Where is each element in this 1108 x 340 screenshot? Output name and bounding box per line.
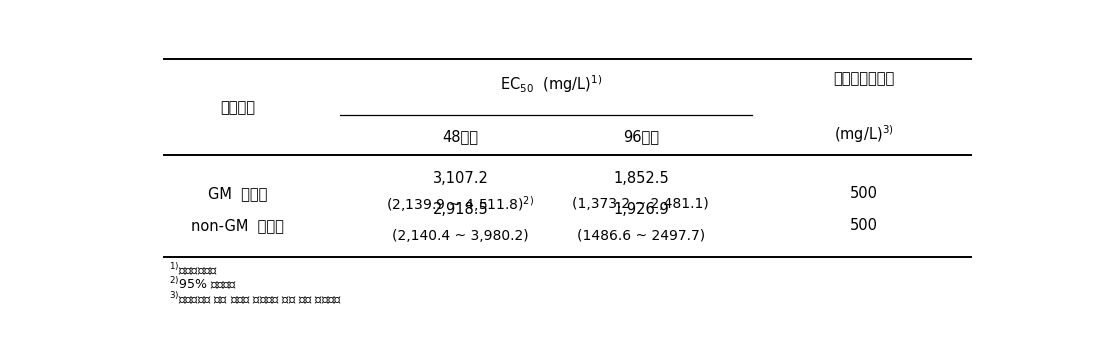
Text: non-GM  옥수수: non-GM 옥수수: [191, 218, 284, 233]
Text: 2,918.5: 2,918.5: [432, 202, 489, 217]
Text: 48시간: 48시간: [442, 129, 479, 144]
Text: 1,926.9: 1,926.9: [613, 202, 669, 217]
Text: GM  옥수수: GM 옥수수: [207, 186, 267, 202]
Text: $^{2)}$95% 신뢰한계: $^{2)}$95% 신뢰한계: [168, 276, 237, 293]
Text: 1,852.5: 1,852.5: [613, 171, 669, 186]
Text: (mg/L)$^{3)}$: (mg/L)$^{3)}$: [834, 123, 894, 144]
Text: (2,140.4 ~ 3,980.2): (2,140.4 ~ 3,980.2): [392, 229, 529, 243]
Text: $^{3)}$중독증상이 없고 치사가 발생하지 않은 최고 시험농도: $^{3)}$중독증상이 없고 치사가 발생하지 않은 최고 시험농도: [168, 291, 341, 307]
Text: $^{1)}$유효성분농도: $^{1)}$유효성분농도: [168, 262, 218, 278]
Text: (1,373.2 ~ 2,481.1): (1,373.2 ~ 2,481.1): [573, 198, 709, 211]
Text: 3,107.2: 3,107.2: [432, 171, 489, 186]
Text: 무영향관찰농도: 무영향관찰농도: [833, 71, 895, 86]
Text: 96시간: 96시간: [623, 129, 659, 144]
Text: 500: 500: [850, 218, 879, 233]
Text: (1486.6 ~ 2497.7): (1486.6 ~ 2497.7): [577, 229, 705, 243]
Text: EC$_{50}$  (mg/L)$^{1)}$: EC$_{50}$ (mg/L)$^{1)}$: [500, 73, 602, 95]
Text: 500: 500: [850, 186, 879, 202]
Text: 처리물질: 처리물질: [219, 100, 255, 115]
Text: (2,139.9 ~ 4,511.8)$^{2)}$: (2,139.9 ~ 4,511.8)$^{2)}$: [387, 194, 534, 215]
